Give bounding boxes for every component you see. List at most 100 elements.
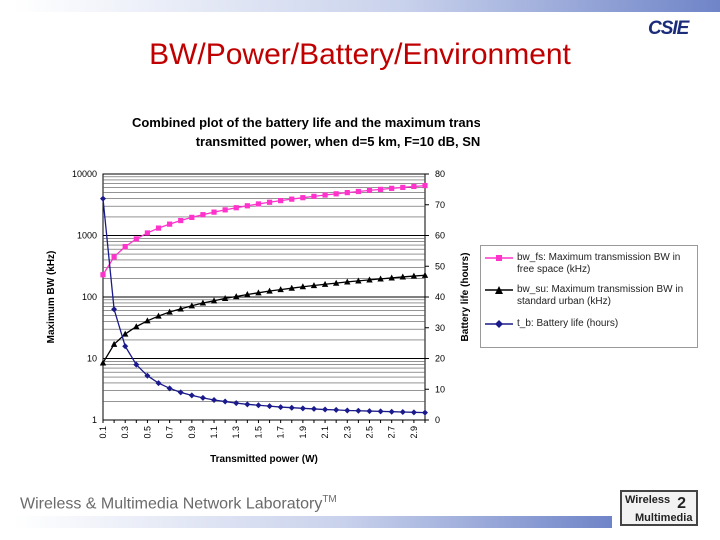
data-point-triangle xyxy=(344,278,351,285)
data-point-triangle xyxy=(288,284,295,291)
y-left-tick-label: 1000 xyxy=(77,231,97,241)
data-point-diamond xyxy=(133,361,140,368)
data-point-triangle xyxy=(233,293,240,300)
data-point-diamond xyxy=(322,406,329,413)
chart-title-line2: transmitted power, when d=5 km, F=10 dB,… xyxy=(196,134,480,149)
data-point-square xyxy=(377,186,384,192)
data-point-triangle xyxy=(366,276,373,283)
data-point-square xyxy=(178,217,184,224)
data-point-triangle xyxy=(355,277,362,284)
x-tick-label: 2.3 xyxy=(342,426,352,439)
y-right-tick-label: 70 xyxy=(435,200,445,210)
data-point-triangle xyxy=(155,312,162,319)
data-point-diamond xyxy=(155,380,162,387)
data-point-diamond xyxy=(244,401,251,408)
data-point-diamond xyxy=(211,397,218,404)
data-point-triangle xyxy=(399,273,406,280)
x-tick-label: 0.5 xyxy=(142,426,152,439)
x-tick-label: 2.9 xyxy=(409,426,419,439)
data-point-triangle xyxy=(221,294,229,301)
data-point-triangle xyxy=(210,297,218,304)
data-point-square xyxy=(144,230,151,236)
footer-logo-number: 2 xyxy=(677,495,686,512)
data-point-diamond xyxy=(144,372,151,379)
y-right-tick-label: 40 xyxy=(435,292,445,302)
data-point-diamond xyxy=(233,400,240,407)
top-gradient-bar xyxy=(14,0,720,12)
slide-title: BW/Power/Battery/Environment xyxy=(149,38,571,71)
footer-lab-name: Wireless & Multimedia Network Laboratory… xyxy=(20,494,337,513)
data-point-diamond xyxy=(344,407,351,414)
chart-title-line1: Combined plot of the battery life and th… xyxy=(132,115,480,130)
x-tick-label: 1.3 xyxy=(231,426,241,439)
data-point-triangle xyxy=(388,274,395,281)
trademark-mark: TM xyxy=(322,494,337,505)
data-point-triangle xyxy=(332,279,340,286)
data-point-square xyxy=(211,209,217,215)
data-point-triangle xyxy=(144,317,151,324)
x-tick-label: 2.1 xyxy=(320,426,330,439)
x-tick-label: 2.7 xyxy=(387,426,397,439)
data-point-square xyxy=(200,212,206,218)
data-point-diamond xyxy=(410,409,417,416)
x-axis-label: Transmitted power (W) xyxy=(210,454,318,465)
csie-logo-text: CSIE xyxy=(648,18,689,39)
legend-swatch-triangle-icon xyxy=(485,286,513,294)
data-point-diamond xyxy=(377,408,384,415)
data-point-square xyxy=(344,190,350,196)
data-point-triangle xyxy=(110,340,118,347)
data-point-square xyxy=(400,184,406,191)
y-right-tick-label: 80 xyxy=(435,169,445,179)
footer-lab-text: Wireless & Multimedia Network Laboratory xyxy=(20,495,323,513)
legend-label-bw-su: bw_su: Maximum transmission BW in standa… xyxy=(517,284,684,307)
csie-logo: CSIE xyxy=(648,18,706,58)
data-point-diamond xyxy=(288,404,295,411)
y-left-tick-label: 10 xyxy=(87,354,97,364)
x-tick-label: 0.9 xyxy=(187,426,197,439)
data-point-diamond xyxy=(299,405,306,412)
data-point-diamond xyxy=(177,389,184,396)
data-point-square xyxy=(300,195,306,201)
x-tick-label: 1.9 xyxy=(298,426,308,439)
y-left-tick-label: 1 xyxy=(92,415,97,425)
data-point-diamond xyxy=(266,403,273,410)
data-point-diamond xyxy=(255,402,262,409)
data-point-triangle xyxy=(133,323,140,330)
data-point-triangle xyxy=(377,275,384,282)
x-tick-label: 0.3 xyxy=(120,426,130,439)
x-tick-label: 0.7 xyxy=(165,426,175,439)
y-right-tick-label: 0 xyxy=(435,415,440,425)
data-point-triangle xyxy=(410,272,418,279)
data-point-square xyxy=(333,191,339,197)
data-point-square xyxy=(122,243,128,250)
y-left-tick-label: 10000 xyxy=(72,169,97,179)
x-tick-label: 0.1 xyxy=(98,426,108,439)
x-tick-label: 1.5 xyxy=(253,426,263,439)
data-point-diamond xyxy=(199,394,206,401)
data-point-square xyxy=(100,272,106,278)
data-point-square xyxy=(189,214,195,220)
data-point-square xyxy=(355,188,361,195)
y-right-axis-label: Battery life (hours) xyxy=(460,253,471,342)
data-point-triangle xyxy=(321,280,329,287)
data-point-triangle xyxy=(199,299,207,306)
legend-label-bw-fs: bw_fs: Maximum transmission BW in free s… xyxy=(517,252,681,275)
data-point-square xyxy=(322,192,328,198)
data-point-diamond xyxy=(166,385,173,392)
y-right-tick-label: 10 xyxy=(435,384,445,394)
x-tick-label: 1.1 xyxy=(209,426,219,439)
data-point-square xyxy=(111,254,117,260)
data-point-triangle xyxy=(122,330,129,337)
data-point-diamond xyxy=(277,404,284,411)
data-point-diamond xyxy=(366,408,373,415)
data-point-square xyxy=(411,183,417,190)
data-point-triangle xyxy=(310,282,318,289)
data-point-square xyxy=(311,193,317,199)
x-tick-label: 1.7 xyxy=(276,426,286,439)
data-point-square xyxy=(266,199,273,205)
data-point-square xyxy=(133,236,139,242)
data-point-square xyxy=(167,221,173,227)
chart-legend: bw_fs: Maximum transmission BW in free s… xyxy=(480,245,698,348)
data-point-triangle xyxy=(99,359,107,366)
data-point-triangle xyxy=(177,305,184,312)
